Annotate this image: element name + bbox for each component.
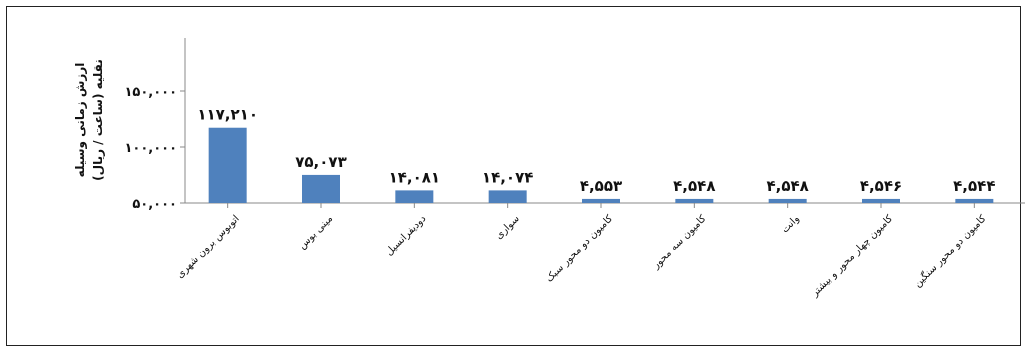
- y-tick-label: ۱۰۰,۰۰۰: [124, 141, 177, 156]
- bar: [955, 198, 994, 203]
- category-label: کامیون چهار محور و بیشتر: [809, 213, 895, 299]
- category-label: کامیون دو محور سنگین: [911, 212, 988, 289]
- bar: [208, 127, 247, 203]
- data-labels: ۱۱۷,۲۱۰ ۷۵,۰۷۳ ۱۴,۰۸۱ ۱۴,۰۷۴ ۴,۵۵۳ ۴,۵۴۸ ۴,۵۴۸…: [197, 106, 995, 195]
- data-label: ۱۴,۰۷۴: [482, 168, 533, 186]
- y-axis-label-line-1: ارزش زمانی وسیله: [73, 63, 88, 178]
- y-axis-label-line-2: نقلیه (ساعت / ریال): [91, 59, 105, 181]
- category-label: وانت: [780, 213, 802, 235]
- data-label: ۴,۵۴۴: [953, 177, 995, 195]
- category-label: سواری: [494, 213, 522, 241]
- bar: [395, 190, 434, 203]
- chart-frame: [6, 6, 1021, 346]
- category-label: مینی بوس: [297, 213, 335, 251]
- data-label: ۷۵,۰۷۳: [295, 153, 346, 171]
- category-label: کامیون سه محور: [650, 213, 709, 272]
- y-tick-label: ۵۰,۰۰۰: [132, 197, 177, 212]
- bar: [768, 198, 807, 203]
- category-labels: اتوبوس برون شهری مینی بوس دودیفرانسیل سواری…: [175, 203, 989, 300]
- data-label: ۱۴,۰۸۱: [389, 168, 440, 186]
- bar: [488, 190, 527, 203]
- category-label: اتوبوس برون شهری: [175, 213, 242, 280]
- bars: [208, 127, 994, 203]
- category-label: کامیون دو محور سبک: [544, 213, 615, 284]
- data-label: ۴,۵۴۶: [860, 177, 902, 195]
- bar: [582, 198, 620, 203]
- data-label: ۱۱۷,۲۱۰: [197, 106, 258, 124]
- data-label: ۴,۵۴۸: [673, 177, 715, 195]
- data-label: ۴,۵۵۳: [580, 177, 622, 195]
- data-label: ۴,۵۴۸: [767, 177, 809, 195]
- bar: [862, 198, 900, 203]
- bar: [302, 174, 340, 203]
- y-tick-label: ۱۵۰,۰۰۰: [124, 85, 177, 100]
- category-label: دودیفرانسیل: [384, 213, 429, 258]
- bar: [675, 198, 714, 203]
